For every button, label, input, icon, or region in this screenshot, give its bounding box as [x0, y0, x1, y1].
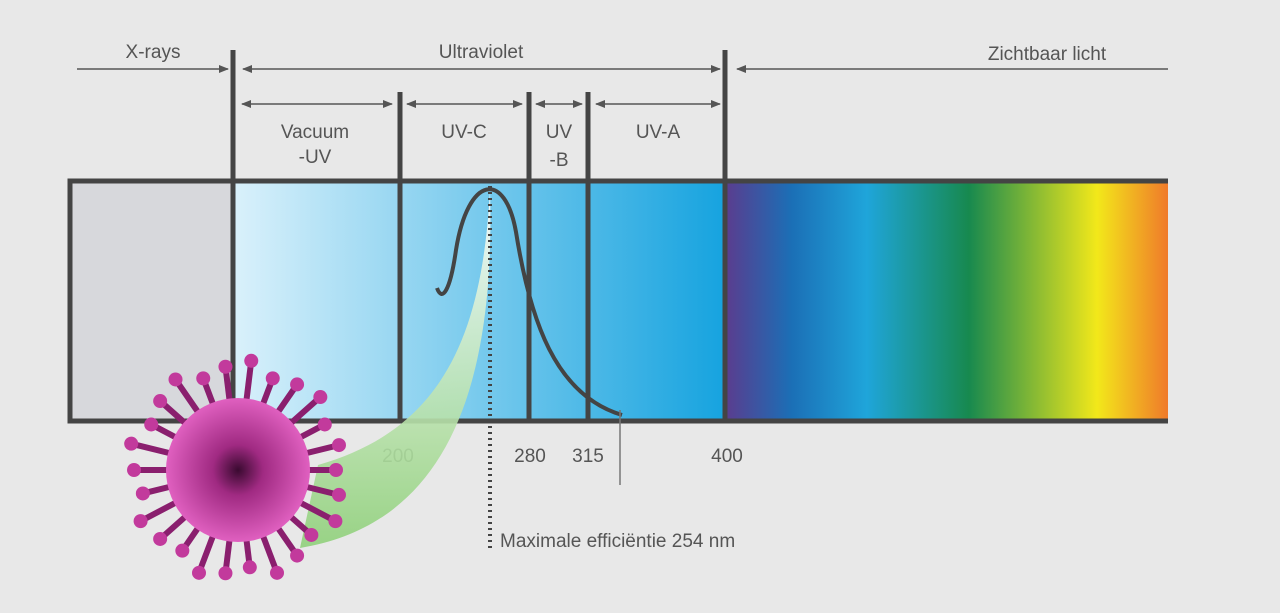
- virus-icon: [124, 353, 346, 581]
- band-label: Vacuum: [281, 122, 349, 143]
- virus-part: [153, 531, 168, 546]
- virus-part: [290, 548, 305, 563]
- virus-part: [290, 377, 305, 392]
- band-label: UV: [546, 122, 573, 143]
- wavelength-label: 400: [711, 446, 743, 467]
- virus-part: [153, 394, 168, 409]
- virus-part: [331, 487, 346, 502]
- virus-part: [127, 463, 141, 477]
- labels: X-rays Ultraviolet Zichtbaar licht Vacuu…: [126, 42, 1107, 467]
- virus-part: [124, 436, 139, 451]
- virus-part: [244, 353, 259, 368]
- region-label: Ultraviolet: [439, 42, 524, 63]
- virus-part: [304, 527, 319, 542]
- virus-part: [168, 372, 183, 387]
- annotation: Maximale efficiëntie 254 nm: [500, 531, 735, 552]
- virus-part: [135, 486, 150, 501]
- band-label: -B: [550, 150, 569, 171]
- virus-part: [331, 438, 346, 453]
- virus-part: [329, 463, 343, 477]
- virus-part: [175, 543, 190, 558]
- virus-part: [270, 565, 285, 580]
- wavelength-label: 280: [514, 446, 546, 467]
- region-label: X-rays: [126, 42, 181, 63]
- band-label: UV-A: [636, 122, 681, 143]
- virus-part: [328, 514, 343, 529]
- arrows: [77, 65, 1168, 108]
- virus-part: [317, 417, 332, 432]
- wavelength-label: 315: [572, 446, 604, 467]
- region-label: Zichtbaar licht: [988, 44, 1107, 65]
- efficiency-curve: [435, 187, 623, 417]
- virus-part: [313, 390, 328, 405]
- virus-part: [133, 514, 148, 529]
- virus-part: [242, 560, 257, 575]
- virus-part: [166, 398, 310, 542]
- band-label: UV-C: [441, 122, 486, 143]
- virus-part: [191, 565, 206, 580]
- virus-part: [218, 359, 233, 374]
- virus-part: [265, 371, 280, 386]
- virus-part: [218, 566, 233, 581]
- band-label: -UV: [299, 147, 332, 168]
- virus-part: [196, 371, 211, 386]
- dividers: [230, 50, 728, 421]
- virus-part: [144, 417, 159, 432]
- efficiency-swoosh: [300, 190, 491, 548]
